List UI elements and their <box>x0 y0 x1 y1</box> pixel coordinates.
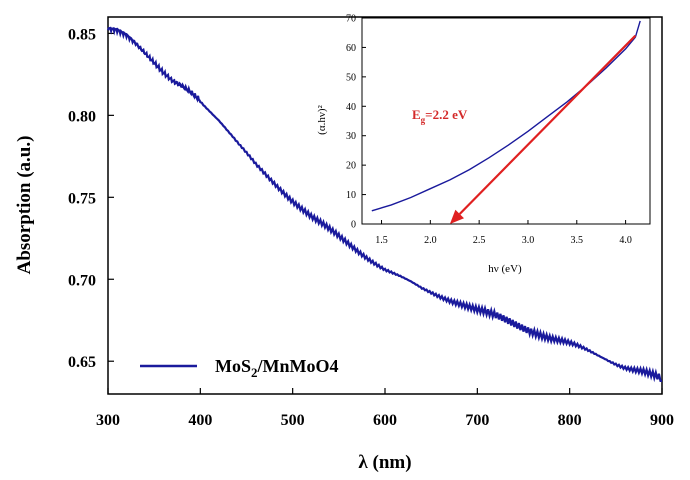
inset-x-tick-label: 2.0 <box>424 235 437 246</box>
inset-y-tick-label: 30 <box>346 131 356 142</box>
inset-y-tick-label: 60 <box>346 43 356 54</box>
x-tick-label: 300 <box>96 412 120 429</box>
y-tick-label: 0.75 <box>68 190 96 207</box>
band-gap-fit-arrow <box>458 34 637 215</box>
legend-label: MoS2/MnMoO4 <box>215 356 339 380</box>
inset-y-tick-label: 70 <box>346 14 356 25</box>
inset-x-tick-label: 4.0 <box>619 235 632 246</box>
inset-y-tick-label: 40 <box>346 102 356 113</box>
inset-y-tick-label: 50 <box>346 72 356 83</box>
inset-x-tick-labels: 1.5 2.0 2.5 3.0 3.5 4.0 <box>375 235 632 246</box>
arrowhead <box>449 209 464 224</box>
inset-y-axis-title: (α.hν)² <box>316 104 328 134</box>
inset-x-axis-title: hν (eV) <box>488 263 522 275</box>
inset-x-tick-label: 3.5 <box>571 235 584 246</box>
x-tick-label: 800 <box>558 412 582 429</box>
band-gap-annotation: Eg=2.2 eV <box>412 107 468 125</box>
y-tick-label: 0.65 <box>68 354 96 371</box>
x-axis-title: λ (nm) <box>358 452 411 473</box>
main-x-tick-labels: 300 400 500 600 700 800 900 <box>96 412 674 429</box>
x-tick-label: 600 <box>373 412 397 429</box>
inset-y-tick-labels: 0 10 20 30 40 50 60 70 <box>346 14 356 231</box>
inset-y-tick-label: 20 <box>346 161 356 172</box>
x-tick-label: 500 <box>281 412 305 429</box>
inset-x-tick-label: 2.5 <box>473 235 486 246</box>
y-tick-label: 0.85 <box>68 26 96 43</box>
main-y-tick-labels: 0.65 0.70 0.75 0.80 0.85 <box>68 26 96 371</box>
inset-x-tick-label: 1.5 <box>375 235 388 246</box>
inset-plot-frame <box>361 17 651 225</box>
inset-axis-ticks <box>362 17 627 225</box>
x-tick-label: 400 <box>188 412 212 429</box>
inset-chart: 1.5 2.0 2.5 3.0 3.5 4.0 0 10 20 30 40 50 60 70 Eg=2.… <box>316 14 651 275</box>
main-series-line <box>106 26 662 383</box>
x-tick-label: 700 <box>465 412 489 429</box>
inset-y-tick-label: 10 <box>346 190 356 201</box>
y-tick-label: 0.70 <box>68 272 96 289</box>
legend: MoS2/MnMoO4 <box>140 356 339 380</box>
y-axis-title: Absorption (a.u.) <box>14 136 35 275</box>
inset-x-tick-label: 3.0 <box>522 235 535 246</box>
inset-series-line <box>371 20 641 212</box>
y-tick-label: 0.80 <box>68 108 96 125</box>
inset-y-tick-label: 0 <box>351 220 356 231</box>
x-tick-label: 900 <box>650 412 674 429</box>
